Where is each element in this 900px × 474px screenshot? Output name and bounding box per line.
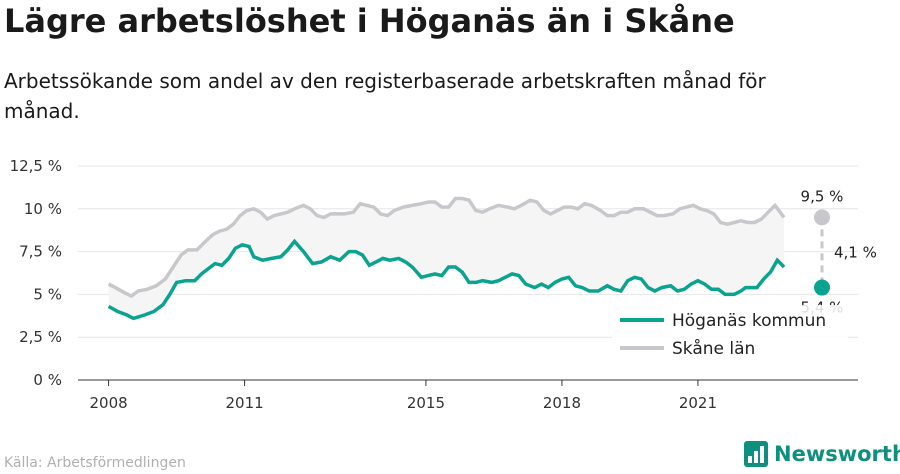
y-tick-label: 12,5 %	[10, 157, 62, 175]
y-axis-ticks: 0 % 2,5 % 5 % 7,5 % 10 % 12,5 %	[10, 157, 62, 389]
y-tick-label: 5 %	[33, 285, 62, 303]
end-label-skane: 9,5 %	[801, 187, 844, 205]
y-tick-label: 7,5 %	[19, 243, 62, 261]
end-point-skane	[814, 209, 830, 226]
gap-label: 4,1 %	[834, 243, 877, 261]
chart-title: Lägre arbetslöshet i Höganäs än i Skåne	[4, 2, 735, 40]
brand-name: Newsworthy	[774, 442, 900, 466]
y-tick-label: 2,5 %	[19, 328, 62, 346]
source-note: Källa: Arbetsförmedlingen	[4, 455, 186, 471]
series-line-skane	[107, 196, 786, 299]
legend-label-skane: Skåne län	[672, 338, 755, 359]
x-tick-label: 2008	[89, 394, 127, 412]
gap-band	[108, 198, 785, 319]
chart-subtitle: Arbetssökande som andel av den registerb…	[4, 69, 766, 123]
x-axis-ticks: 2008 2011 2015 2018 2021	[89, 380, 717, 412]
x-tick-label: 2015	[407, 394, 445, 412]
series-line-hoganas	[107, 238, 786, 321]
brand-logo: Newsworthy	[744, 441, 900, 467]
end-point-hoganas	[814, 279, 830, 296]
x-tick-label: 2018	[543, 394, 581, 412]
legend: Höganäs kommun Skåne län	[612, 305, 848, 367]
y-tick-label: 0 %	[33, 371, 62, 389]
legend-label-hoganas: Höganäs kommun	[672, 311, 826, 331]
y-tick-label: 10 %	[24, 200, 62, 218]
newsworthy-logo-icon	[744, 441, 768, 467]
x-tick-label: 2021	[679, 394, 717, 412]
x-tick-label: 2011	[225, 394, 263, 412]
